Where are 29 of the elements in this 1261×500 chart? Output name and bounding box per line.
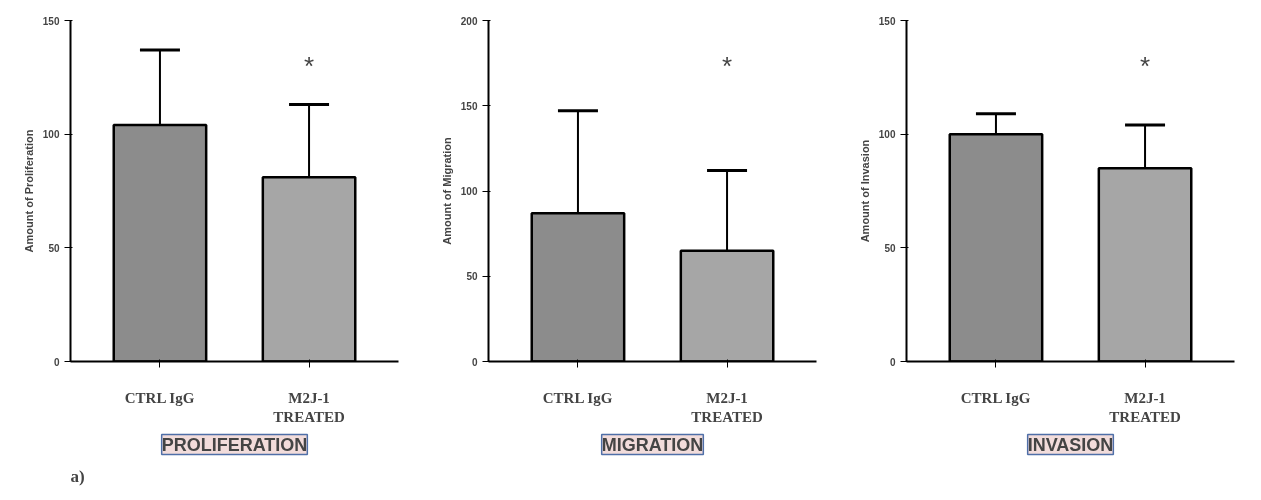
y-tick-label: 50	[884, 242, 896, 254]
y-tick-label: 100	[42, 129, 60, 141]
y-tick-label: 150	[42, 15, 60, 27]
y-tick-label: 200	[460, 15, 478, 27]
y-tick-label: 100	[460, 186, 478, 197]
y-tick-label: 0	[889, 356, 896, 368]
y-tick-label: 50	[48, 242, 60, 254]
annotation: *	[303, 50, 315, 81]
x-tick-label: CTRL IgG	[960, 389, 1031, 406]
y-tick-label: 150	[878, 15, 896, 27]
x-tick-label: CTRL IgG	[542, 389, 613, 406]
y-tick-label: 150	[460, 100, 478, 112]
y-axis-title: Amount of Invasion	[858, 139, 871, 243]
y-tick-label: 100	[878, 129, 896, 141]
x-tick-label: M2J-1 TREATED	[1109, 389, 1181, 425]
x-tick-label: M2J-1 TREATED	[691, 389, 763, 425]
y-tick-label: 0	[53, 356, 60, 368]
x-tick-label: M2J-1 TREATED	[273, 389, 345, 425]
x-tick-label: CTRL IgG	[124, 389, 195, 406]
text: a)	[70, 466, 85, 486]
y-tick-label: 0	[471, 356, 478, 368]
y-axis-title: Amount of Proliferation	[22, 129, 35, 253]
annotation: *	[1139, 50, 1151, 81]
text: INVASION	[1027, 434, 1114, 455]
text: PROLIFERATION	[161, 434, 308, 455]
y-tick-label: 50	[466, 271, 478, 283]
text: MIGRATION	[601, 434, 704, 455]
y-axis-title: Amount of Migration	[440, 136, 453, 245]
annotation: *	[721, 50, 733, 81]
